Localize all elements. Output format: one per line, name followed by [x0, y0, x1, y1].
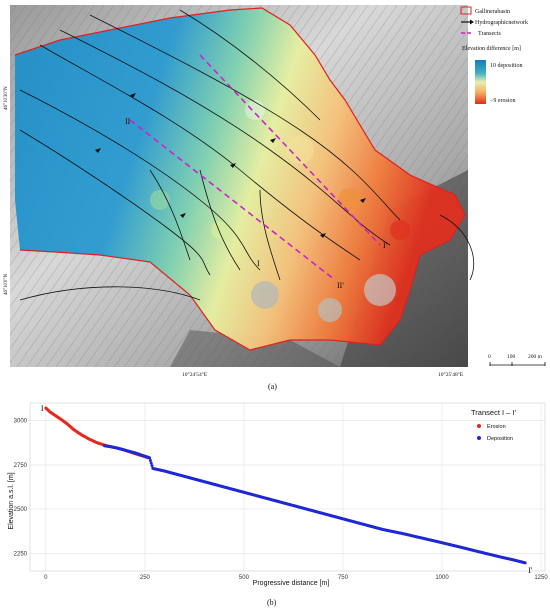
lat-label-top: 46°10'30"N: [4, 86, 9, 110]
series-deposition: [102, 444, 527, 565]
legend-erosion-label: Erosion: [487, 424, 506, 430]
scale-bar: 0 100 200 m: [488, 354, 546, 366]
profile-end-label: I': [528, 566, 533, 575]
transect-ii-end-label: II': [337, 281, 344, 290]
transect-i: [199, 54, 381, 246]
x-tick-label: 1250: [534, 575, 548, 581]
flow-arrows: [95, 93, 366, 238]
plot-frame: [29, 402, 546, 572]
lon-label-right: 10°25'48"E: [438, 371, 464, 378]
data-point: [148, 456, 152, 460]
y-tick-label: 3000: [14, 419, 28, 425]
network-legend-label: Hydrographicnetwork: [475, 20, 528, 26]
profile-chart: 0 250 500 750 1000 1250 2250 2500 2750 3000 Eleva…: [8, 402, 548, 607]
lon-label-left: 10°24'54"E: [182, 371, 208, 378]
transect-i-start-label: I: [257, 259, 260, 268]
transect-i-end-label: I': [383, 241, 388, 250]
legend-erosion-marker: [477, 424, 481, 428]
elevation-colorbar: [475, 60, 486, 104]
deposition-label: 10 deposition: [490, 63, 523, 69]
x-tick-label: 750: [338, 575, 349, 581]
map-panel: I' II II' I 46°10'30"N 46°10'0"N 10°24'5…: [4, 5, 546, 391]
data-point: [150, 464, 154, 468]
panel-a-caption: (a): [268, 382, 277, 391]
basin-legend-swatch: [460, 6, 472, 15]
transects-legend-label: Transects: [478, 31, 501, 37]
data-point: [149, 461, 153, 465]
chart-legend: Transect I – I' Erosion Deposition: [471, 408, 516, 442]
erosion-label: −9 erosion: [490, 98, 516, 104]
x-tick-label: 0: [44, 575, 48, 581]
profile-start-label: I: [41, 404, 44, 413]
elevation-difference-raster: [15, 8, 465, 350]
axes: 0 250 500 750 1000 1250 2250 2500 2750 3000: [14, 402, 548, 581]
plot-area: [30, 403, 545, 571]
raster-speckles: [150, 100, 410, 322]
x-tick-label: 500: [239, 575, 250, 581]
grid: [30, 403, 545, 571]
chart-xlabel: Progressive distance [m]: [253, 580, 330, 587]
network-legend-arrowhead: [470, 19, 474, 25]
basin-legend-label: Gallinerabasin: [475, 9, 510, 15]
scale-mid: 100: [507, 354, 516, 360]
y-tick-label: 2250: [14, 551, 28, 557]
data-point: [523, 561, 527, 565]
series-layer: [44, 406, 527, 565]
panel-b-caption: (b): [267, 598, 277, 607]
y-tick-label: 2500: [14, 507, 28, 513]
scale-end: 200 m: [528, 354, 543, 360]
chart-legend-title: Transect I – I': [471, 408, 516, 417]
scale-zero: 0: [488, 354, 491, 360]
map-legend: Gallinerabasin Hydrographicnetwork Trans…: [460, 6, 528, 104]
data-point: [148, 458, 152, 462]
transect-ii: [129, 119, 336, 281]
y-tick-label: 2750: [14, 463, 28, 469]
chart-ylabel: Elevation a.s.l. [m]: [8, 472, 15, 529]
lat-label-bottom: 46°10'0"N: [4, 274, 9, 295]
transect-ii-start-label: II: [125, 117, 131, 126]
elevation-legend-title: Elevation difference [m]: [462, 45, 521, 52]
x-tick-label: 1000: [435, 575, 449, 581]
legend-deposition-marker: [477, 436, 481, 440]
x-tick-label: 250: [140, 575, 151, 581]
legend-deposition-label: Deposition: [487, 436, 513, 442]
